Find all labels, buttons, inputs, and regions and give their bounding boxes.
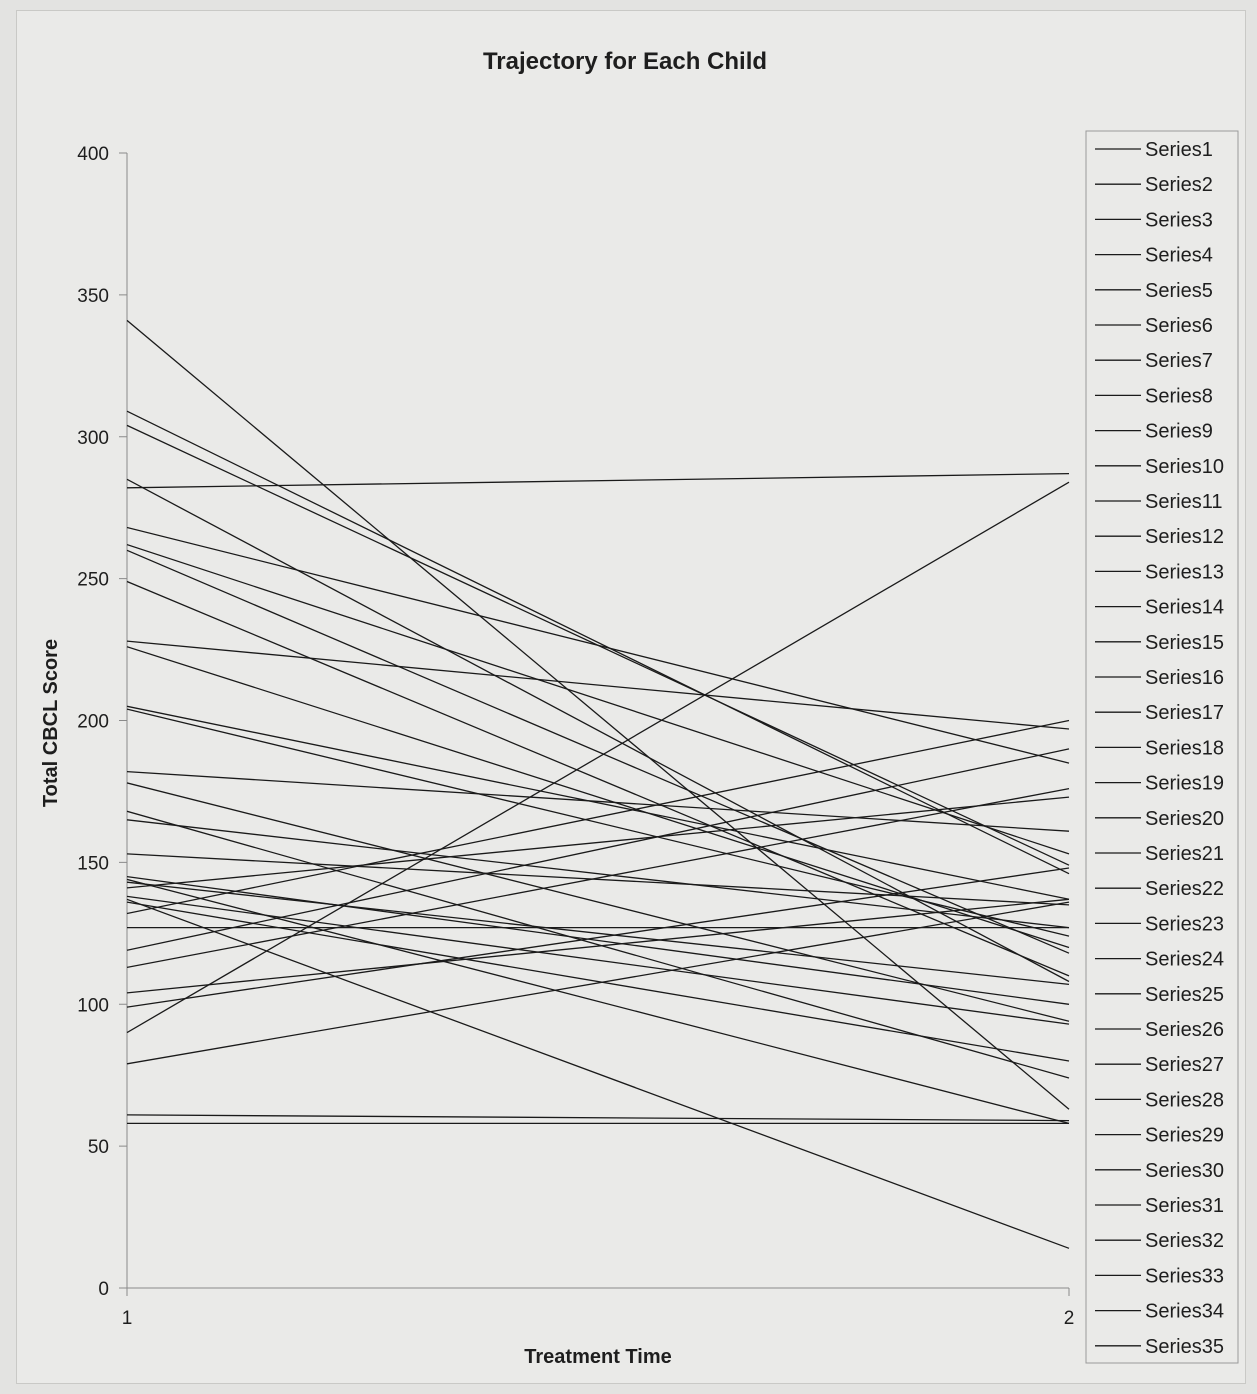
legend-label: Series2 [1145,174,1213,196]
x-axis-title: Treatment Time [524,1346,671,1368]
legend-label: Series17 [1145,702,1224,724]
series-line-24 [126,719,1070,915]
series-lines [126,319,1070,1249]
legend-box [1085,130,1239,1364]
legend-label: Series13 [1145,561,1224,583]
legend-label: Series29 [1145,1125,1224,1147]
series-line-29 [126,867,1070,1008]
series-line-20 [126,881,1070,986]
legend-label: Series6 [1145,315,1213,337]
series-line-12 [126,705,1070,900]
series-line-11 [126,646,1070,949]
legend-label: Series25 [1145,984,1224,1006]
y-tick-label: 100 [77,995,109,1016]
y-axis-title: Total CBCL Score [40,639,62,807]
series-line-22 [126,878,1070,1125]
legend-label: Series24 [1145,949,1224,971]
series-line-4 [126,472,1070,489]
series-line-28 [126,898,1070,994]
chart: Trajectory for Each Child 0 50 100 150 200 25… [40,48,1239,1368]
series-line-17 [126,819,1070,929]
series-line-5 [126,478,1070,983]
legend-label: Series27 [1145,1054,1224,1076]
legend-label: Series23 [1145,913,1224,935]
legend-label: Series33 [1145,1265,1224,1287]
legend-label: Series20 [1145,808,1224,830]
legend-label: Series14 [1145,597,1224,619]
legend-label: Series16 [1145,667,1224,689]
legend-label: Series22 [1145,878,1224,900]
legend-label: Series34 [1145,1301,1224,1323]
series-line-26 [126,748,1070,951]
legend-label: Series11 [1145,491,1222,513]
series-line-21 [126,796,1070,889]
legend-label: Series15 [1145,632,1224,654]
y-tick-label: 300 [77,428,109,449]
series-line-2 [126,410,1070,875]
axes: 0 50 100 150 200 250 300 350 400 1 2 [77,144,1074,1329]
y-tick-label: 150 [77,853,109,874]
series-line-35 [126,895,1070,1025]
chart-frame: Trajectory for Each Child 0 50 100 150 200 25… [16,10,1246,1384]
series-line-30 [126,481,1070,1034]
series-line-14 [126,770,1070,832]
y-tick-label: 250 [77,570,109,591]
series-line-10 [126,640,1070,730]
x-tick-label: 1 [122,1308,133,1329]
series-line-6 [126,526,1070,764]
legend-label: Series35 [1145,1336,1224,1358]
y-tick-label: 400 [77,144,109,165]
y-tick-label: 0 [98,1279,109,1300]
legend-label: Series26 [1145,1019,1224,1041]
series-line-1 [126,319,1070,1110]
series-line-18 [126,853,1070,906]
series-line-8 [126,549,1070,954]
series-line-34 [126,901,1070,1062]
series-line-31 [126,901,1070,1065]
y-tick-label: 200 [77,712,109,733]
legend-label: Series30 [1145,1160,1224,1182]
legend-label: Series12 [1145,526,1224,548]
legend-label: Series1 [1145,139,1213,161]
x-tick-label: 2 [1064,1308,1075,1329]
series-line-23 [126,898,1070,1249]
series-line-32 [126,1114,1070,1122]
series-line-16 [126,810,1070,1079]
series-line-27 [126,787,1070,969]
legend-label: Series32 [1145,1230,1224,1252]
legend-label: Series10 [1145,456,1224,478]
series-line-7 [126,543,1070,855]
legend-label: Series21 [1145,843,1224,865]
legend-label: Series9 [1145,421,1213,443]
legend-label: Series3 [1145,209,1213,231]
legend-label: Series4 [1145,245,1213,267]
legend: Series1 Series2 Series3 Series4 Series5 Serie… [1085,130,1239,1364]
legend-label: Series5 [1145,280,1213,302]
legend-label: Series18 [1145,737,1224,759]
y-tick-label: 350 [77,286,109,307]
chart-title: Trajectory for Each Child [483,48,767,75]
legend-label: Series31 [1145,1195,1224,1217]
y-tick-label: 50 [88,1137,109,1158]
series-line-13 [126,708,1070,937]
legend-label: Series28 [1145,1089,1224,1111]
series-line-19 [126,875,1070,1005]
legend-label: Series8 [1145,385,1213,407]
series-line-15 [126,782,1070,1022]
legend-label: Series19 [1145,773,1224,795]
legend-label: Series7 [1145,350,1213,372]
